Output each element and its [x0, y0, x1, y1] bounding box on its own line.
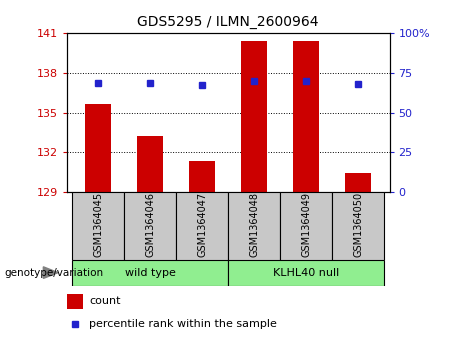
Bar — [124, 192, 176, 260]
Bar — [280, 192, 332, 260]
Bar — [85, 104, 111, 192]
Bar — [137, 136, 163, 192]
Title: GDS5295 / ILMN_2600964: GDS5295 / ILMN_2600964 — [137, 15, 319, 29]
Bar — [189, 161, 215, 192]
Bar — [332, 192, 384, 260]
Bar — [293, 41, 319, 192]
Text: count: count — [89, 296, 121, 306]
Text: GSM1364049: GSM1364049 — [301, 192, 311, 257]
Bar — [228, 260, 384, 286]
Bar — [67, 294, 83, 309]
Text: genotype/variation: genotype/variation — [5, 268, 104, 278]
Bar — [176, 192, 228, 260]
Bar — [228, 192, 280, 260]
Text: GSM1364045: GSM1364045 — [93, 192, 103, 257]
Polygon shape — [43, 267, 58, 278]
Bar — [72, 260, 228, 286]
Bar — [345, 173, 371, 192]
Text: wild type: wild type — [124, 268, 176, 278]
Text: GSM1364050: GSM1364050 — [353, 192, 363, 257]
Text: KLHL40 null: KLHL40 null — [273, 268, 339, 278]
Text: GSM1364046: GSM1364046 — [145, 192, 155, 257]
Bar — [241, 41, 267, 192]
Text: GSM1364048: GSM1364048 — [249, 192, 259, 257]
Text: GSM1364047: GSM1364047 — [197, 192, 207, 257]
Text: percentile rank within the sample: percentile rank within the sample — [89, 319, 278, 329]
Bar — [72, 192, 124, 260]
